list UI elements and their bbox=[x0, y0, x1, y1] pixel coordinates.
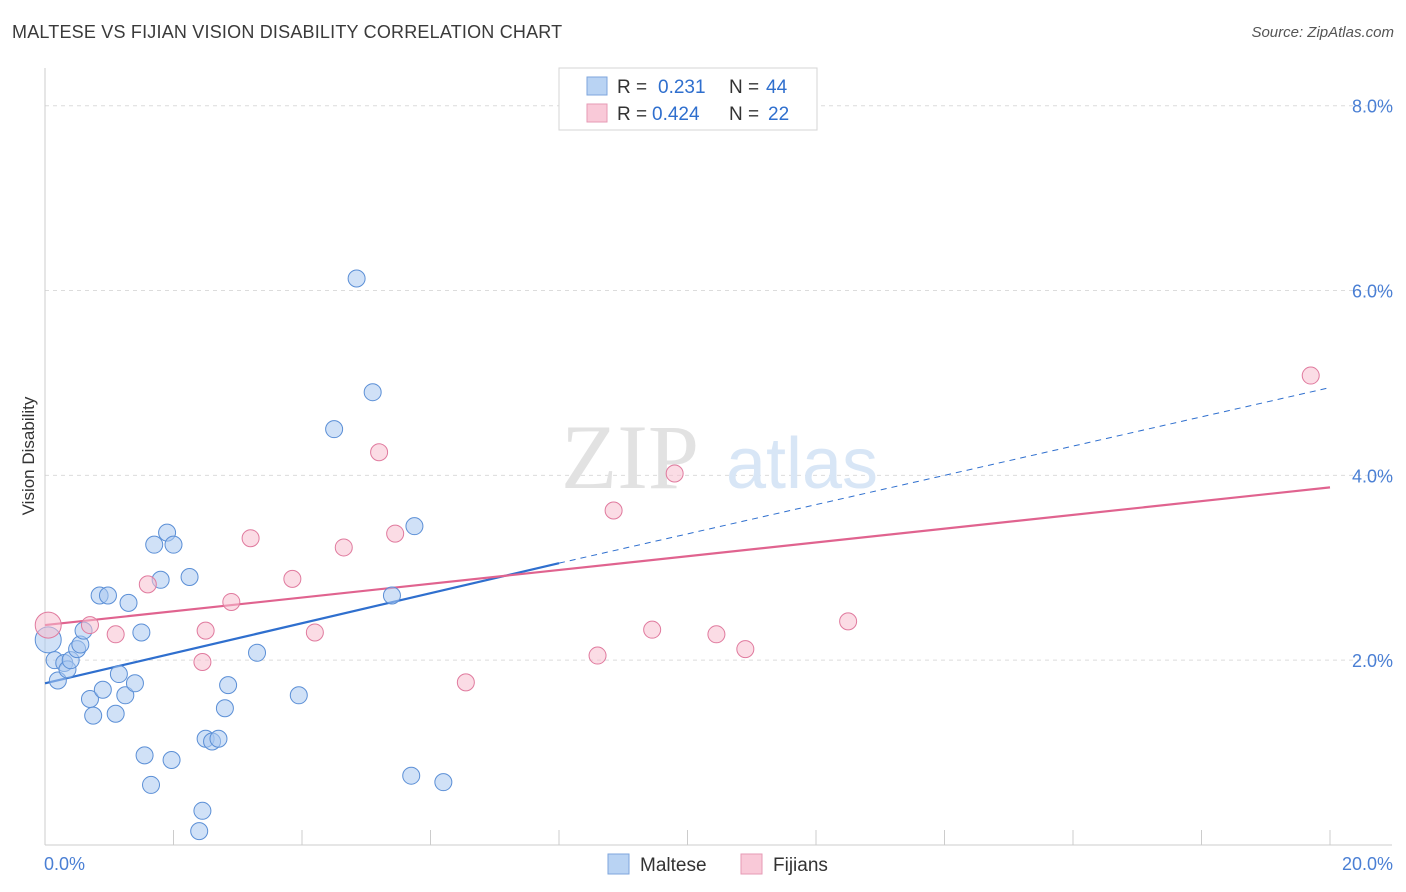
maltese-swatch bbox=[586, 76, 608, 96]
maltese-n-label: N = bbox=[729, 77, 759, 98]
watermark-zip: ZIP bbox=[561, 406, 699, 508]
trend-line-maltese bbox=[44, 562, 560, 685]
point-maltese bbox=[289, 686, 308, 705]
point-maltese bbox=[125, 674, 144, 693]
point-maltese bbox=[325, 420, 344, 439]
point-maltese bbox=[84, 706, 103, 725]
source-credit: Source: ZipAtlas.com bbox=[1251, 24, 1394, 41]
point-maltese bbox=[116, 686, 135, 705]
point-fijians bbox=[643, 620, 662, 639]
point-maltese bbox=[402, 766, 421, 785]
point-maltese bbox=[119, 593, 138, 612]
point-maltese bbox=[219, 676, 238, 695]
series-legend: Maltese Fijians bbox=[607, 853, 828, 876]
maltese-n-value: 44 bbox=[766, 77, 788, 98]
legend-fijians-label: Fijians bbox=[773, 855, 828, 876]
point-maltese bbox=[109, 665, 128, 684]
y-tick-label: 6.0% bbox=[1352, 282, 1393, 302]
point-fijians bbox=[386, 524, 405, 543]
fijians-n-value: 22 bbox=[768, 104, 789, 125]
y-axis-label: Vision Disability bbox=[19, 396, 38, 515]
point-maltese bbox=[248, 643, 267, 662]
point-fijians bbox=[241, 529, 260, 548]
point-fijians bbox=[80, 616, 99, 635]
y-tick-label: 2.0% bbox=[1352, 651, 1393, 671]
point-maltese bbox=[382, 586, 401, 605]
x-tick-labels: 0.0% 20.0% bbox=[44, 854, 1393, 874]
data-points bbox=[34, 269, 1320, 841]
point-fijians bbox=[588, 646, 607, 665]
watermark-atlas: atlas bbox=[726, 424, 878, 504]
point-fijians bbox=[34, 611, 62, 639]
fijians-r-value: 0.424 bbox=[652, 104, 700, 125]
maltese-r-value: 0.231 bbox=[658, 77, 706, 98]
legend-maltese-label: Maltese bbox=[640, 855, 707, 876]
point-fijians bbox=[1301, 366, 1320, 385]
point-fijians bbox=[665, 464, 684, 483]
y-tick-label: 4.0% bbox=[1352, 466, 1393, 486]
point-maltese bbox=[434, 773, 453, 792]
point-maltese bbox=[190, 822, 209, 841]
point-fijians bbox=[283, 569, 302, 588]
point-fijians bbox=[736, 640, 755, 659]
point-fijians bbox=[222, 592, 241, 611]
point-maltese bbox=[164, 535, 183, 554]
point-maltese bbox=[363, 383, 382, 402]
point-maltese bbox=[405, 517, 424, 536]
grid-lines bbox=[45, 105, 1392, 661]
point-fijians bbox=[138, 575, 157, 594]
stats-legend: R = 0.231 N = 44 R = 0.424 N = 22 bbox=[558, 67, 818, 131]
x-tick-label: 0.0% bbox=[44, 854, 85, 874]
point-maltese bbox=[106, 704, 125, 723]
point-maltese bbox=[347, 269, 366, 288]
point-maltese bbox=[209, 729, 228, 748]
y-tick-labels: 2.0% 4.0% 6.0% 8.0% bbox=[1352, 97, 1393, 671]
point-fijians bbox=[707, 625, 726, 644]
legend-fijians-swatch bbox=[740, 853, 763, 875]
point-maltese bbox=[132, 623, 151, 642]
x-tick-label: 20.0% bbox=[1342, 854, 1393, 874]
y-tick-label: 8.0% bbox=[1352, 97, 1393, 117]
point-fijians bbox=[196, 621, 215, 640]
point-maltese bbox=[145, 535, 164, 554]
point-fijians bbox=[193, 653, 212, 672]
point-fijians bbox=[370, 443, 389, 462]
point-fijians bbox=[456, 673, 475, 692]
trend-line-fijians bbox=[44, 486, 1331, 627]
fijians-n-label: N = bbox=[729, 104, 759, 125]
fijians-r-label: R = bbox=[617, 104, 647, 125]
legend-maltese-swatch bbox=[607, 853, 630, 875]
chart-title: MALTESE VS FIJIAN VISION DISABILITY CORR… bbox=[12, 22, 563, 42]
axes bbox=[44, 68, 1392, 846]
point-maltese bbox=[142, 775, 161, 794]
point-maltese bbox=[98, 586, 117, 605]
point-fijians bbox=[604, 501, 623, 520]
point-maltese bbox=[162, 750, 181, 769]
point-fijians bbox=[305, 623, 324, 642]
point-maltese bbox=[135, 746, 154, 765]
point-maltese bbox=[193, 801, 212, 820]
point-maltese bbox=[180, 568, 199, 587]
maltese-r-label: R = bbox=[617, 77, 647, 98]
point-fijians bbox=[106, 625, 125, 644]
point-maltese bbox=[215, 699, 234, 718]
point-maltese bbox=[93, 680, 112, 699]
point-fijians bbox=[839, 612, 858, 631]
fijians-swatch bbox=[586, 103, 608, 123]
point-fijians bbox=[334, 538, 353, 557]
trend-lines bbox=[44, 387, 1331, 685]
